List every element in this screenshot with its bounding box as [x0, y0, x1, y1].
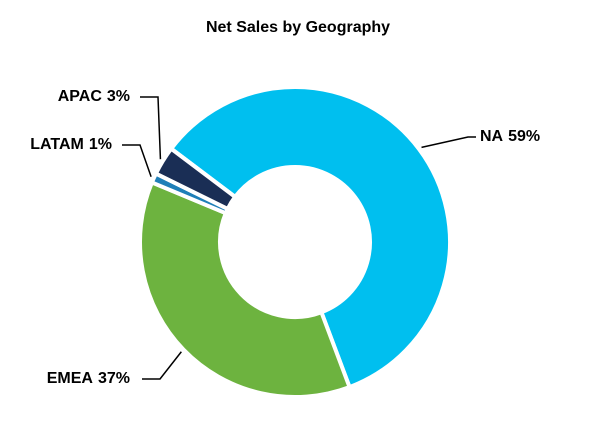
chart-title: Net Sales by Geography	[206, 19, 390, 36]
value-label: 1%	[89, 136, 112, 153]
leader-line	[421, 136, 476, 149]
slice-label: LATAM 1%	[30, 136, 112, 153]
leader-line	[140, 96, 162, 160]
slice-label: NA 59%	[480, 128, 540, 145]
value-label: 59%	[508, 128, 540, 145]
category-label: LATAM	[30, 136, 84, 153]
category-label: APAC	[58, 88, 103, 105]
leader-line	[142, 351, 182, 380]
donut-slice	[138, 179, 353, 399]
category-label: EMEA	[47, 370, 94, 387]
slice-label: APAC 3%	[58, 88, 130, 105]
leader-line	[122, 144, 152, 177]
donut-slice	[168, 85, 452, 390]
value-label: 3%	[107, 88, 130, 105]
slice-label: EMEA 37%	[47, 370, 130, 387]
donut-slice	[153, 145, 238, 212]
category-label: NA	[480, 128, 504, 145]
value-label: 37%	[98, 370, 130, 387]
